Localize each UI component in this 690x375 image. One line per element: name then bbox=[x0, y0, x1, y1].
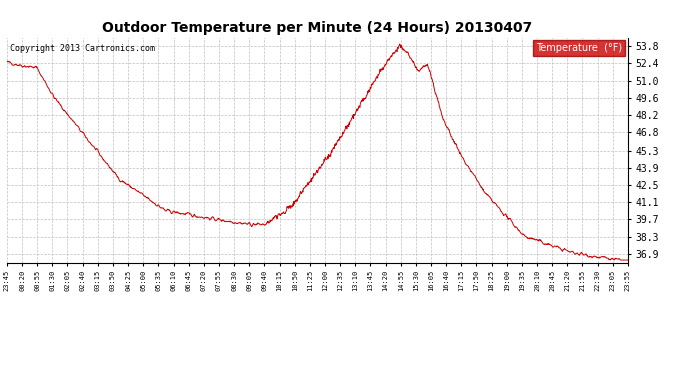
Text: Copyright 2013 Cartronics.com: Copyright 2013 Cartronics.com bbox=[10, 44, 155, 53]
Title: Outdoor Temperature per Minute (24 Hours) 20130407: Outdoor Temperature per Minute (24 Hours… bbox=[102, 21, 533, 35]
Legend: Temperature  (°F): Temperature (°F) bbox=[533, 40, 625, 56]
